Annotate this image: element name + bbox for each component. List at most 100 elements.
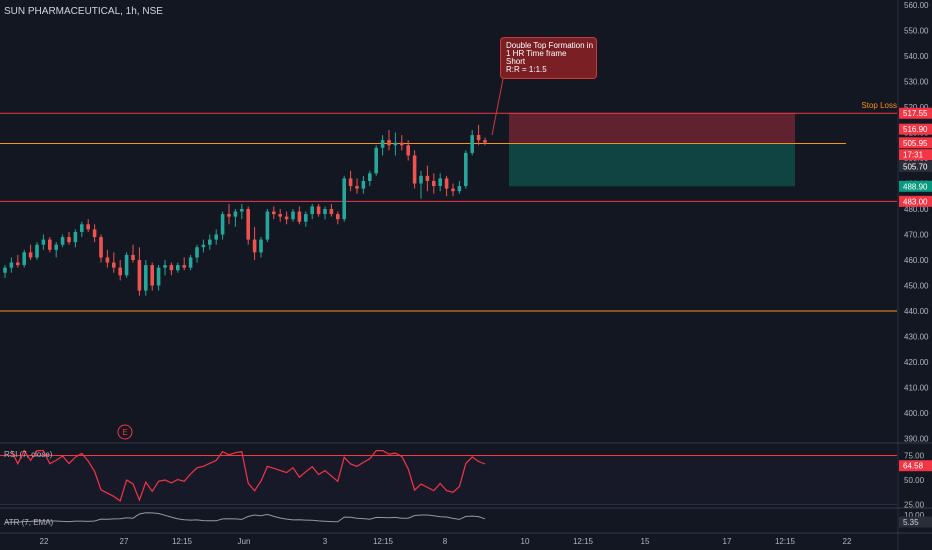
x-tick-label: 12:15 <box>775 537 796 546</box>
y-tick-label: 520.00 <box>904 103 929 112</box>
candle-body <box>233 211 238 217</box>
atr-label: ATR (7, EMA) <box>4 518 54 527</box>
take-profit-zone <box>509 142 795 187</box>
candle-body <box>195 247 199 258</box>
candle-body <box>112 262 116 268</box>
y-tick-label: 540.00 <box>904 52 929 61</box>
candle-body <box>476 135 481 141</box>
callout-pointer <box>491 78 504 136</box>
candle-body <box>342 178 346 220</box>
y-tick-label: 420.00 <box>904 358 929 367</box>
candle-body <box>67 237 71 243</box>
candle-body <box>137 260 142 291</box>
candle-body <box>432 180 436 187</box>
rsi-tick-label: 50.00 <box>904 476 925 485</box>
price-label-bg <box>899 149 932 161</box>
candle-body <box>329 209 334 215</box>
stop-loss-zone <box>509 113 795 143</box>
candle-body <box>22 252 26 266</box>
candle-body <box>246 209 250 240</box>
candle-body <box>380 140 385 148</box>
candle-body <box>86 224 90 230</box>
x-tick-label: 17 <box>723 537 732 546</box>
rsi-value-label: 64.58 <box>903 462 924 471</box>
x-tick-label: 12:15 <box>172 537 193 546</box>
x-tick-label: 27 <box>120 537 129 546</box>
rsi-band <box>0 455 897 505</box>
candle-body <box>252 239 257 253</box>
y-tick-label: 430.00 <box>904 333 929 342</box>
candle-body <box>201 244 206 248</box>
y-tick-label: 400.00 <box>904 409 929 418</box>
x-tick-label: 10 <box>521 537 530 546</box>
stop-loss-label: Stop Loss <box>861 101 897 110</box>
candle-body <box>9 262 14 268</box>
earnings-event-icon <box>117 424 133 440</box>
candle-body <box>3 267 7 273</box>
candle-body <box>374 147 378 174</box>
candle-body <box>291 211 295 220</box>
atr-line <box>4 512 486 523</box>
y-tick-label: 480.00 <box>904 205 929 214</box>
price-label-bg <box>899 160 932 172</box>
candle-body <box>470 135 474 153</box>
price-label: 516.90 <box>903 125 928 134</box>
candle-body <box>41 239 46 245</box>
candle-body <box>457 186 462 192</box>
candle-body <box>124 254 129 276</box>
candle-body <box>169 265 174 271</box>
candle-body <box>16 262 20 266</box>
y-tick-label: 550.00 <box>904 27 929 36</box>
trade-annotation-callout[interactable]: Double Top Formation in 1 HR Time frame … <box>500 37 597 79</box>
symbol-title[interactable]: SUN PHARMACEUTICAL, 1h, NSE <box>4 6 163 17</box>
candle-body <box>176 265 180 271</box>
y-tick-label: 560.00 <box>904 1 929 10</box>
price-label-bg <box>899 137 932 149</box>
candle-body <box>163 265 167 268</box>
candle-body <box>240 209 244 212</box>
price-label: 483.00 <box>903 197 928 206</box>
y-tick-label: 440.00 <box>904 307 929 316</box>
candle-body <box>259 239 263 253</box>
candle-body <box>48 239 52 250</box>
x-tick-label: 8 <box>443 537 448 546</box>
rsi-tick-label: 75.00 <box>904 452 925 461</box>
atr-value-bg <box>899 516 932 528</box>
candle-body <box>438 178 442 187</box>
atr-tick-label: 10.00 <box>904 511 925 520</box>
candle-body <box>278 214 282 217</box>
candle-body <box>425 175 430 181</box>
rsi-tick-label: 25.00 <box>904 501 925 510</box>
candle-body <box>361 180 366 189</box>
y-tick-label: 470.00 <box>904 231 929 240</box>
candle-body <box>419 175 423 184</box>
candle-body <box>355 186 359 189</box>
candle-body <box>92 229 97 238</box>
candle-body <box>368 173 372 181</box>
rsi-value-bg <box>899 460 932 472</box>
candle-body <box>316 206 321 215</box>
price-label: 488.90 <box>903 182 928 191</box>
candle-body <box>444 178 449 189</box>
candle-body <box>336 214 340 220</box>
candle-body <box>348 178 353 187</box>
candle-body <box>214 234 218 240</box>
atr-value-label: 5.35 <box>903 518 919 527</box>
candle-body <box>284 216 289 220</box>
price-label-bg <box>899 195 932 207</box>
candle-body <box>483 140 487 143</box>
x-tick-label: 15 <box>641 537 650 546</box>
candle-body <box>220 214 225 235</box>
candle-body <box>265 211 270 240</box>
candle-body <box>118 267 122 276</box>
price-label-bg <box>899 123 932 135</box>
candle-body <box>28 252 33 258</box>
x-tick-label: 22 <box>40 537 49 546</box>
candle-body <box>393 142 398 146</box>
candle-body <box>131 254 135 260</box>
candle-body <box>464 152 468 187</box>
annotation-line: 1 HR Time frame <box>506 49 567 58</box>
candle-body <box>272 211 276 215</box>
annotation-line: R:R = 1:1.5 <box>506 65 547 74</box>
